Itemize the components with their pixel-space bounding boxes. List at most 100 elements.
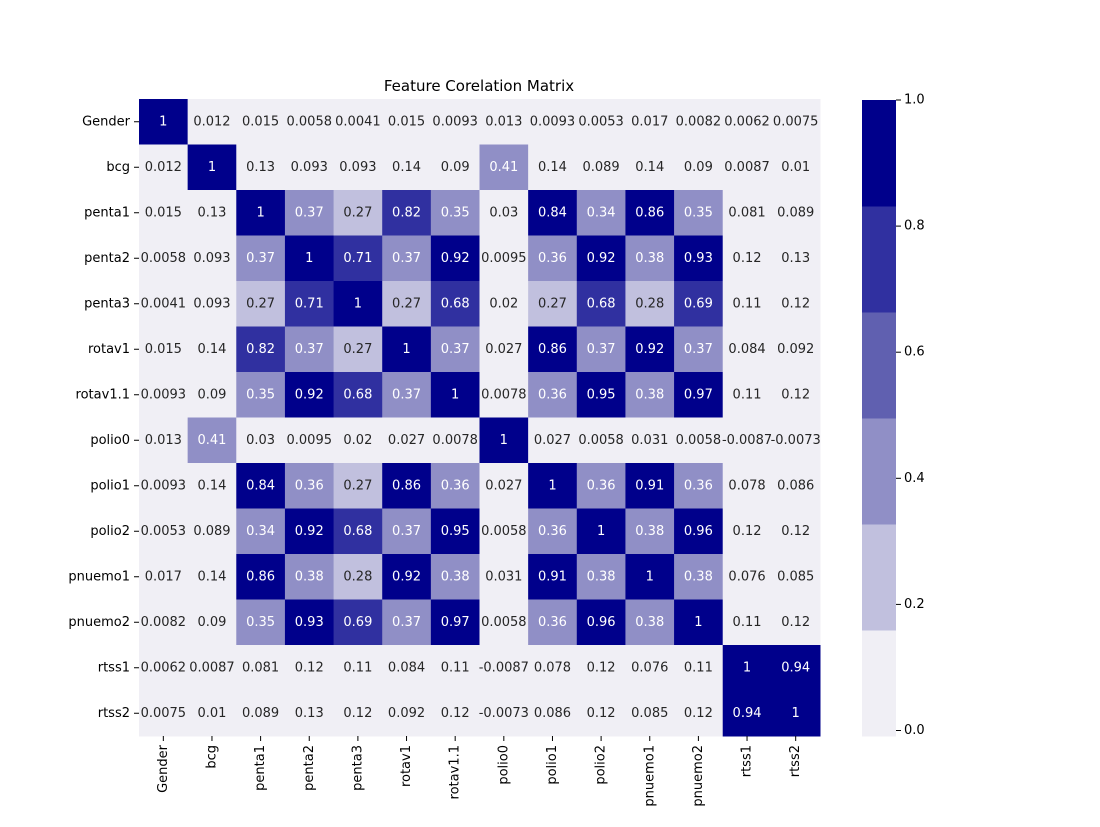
cell-value-label: 0.0093	[141, 478, 187, 493]
cell-value-label: 0.015	[242, 114, 279, 129]
cell-value-label: 0.03	[246, 433, 275, 448]
cell-value-label: 0.41	[197, 433, 226, 448]
cell-value-label: 0.12	[781, 387, 810, 402]
heatmap-cell	[430, 645, 480, 691]
heatmap-cell	[625, 144, 675, 191]
heatmap-cell	[528, 144, 578, 191]
heatmap-cell	[284, 645, 335, 691]
x-tick-label: rotav1.1	[448, 745, 463, 799]
cell-value-label: 0.37	[392, 251, 421, 266]
heatmap-cell	[722, 690, 772, 737]
cell-value-label: 0.71	[295, 296, 324, 311]
heatmap-cell	[187, 144, 237, 191]
heatmap-cell	[674, 554, 724, 600]
cell-value-label: 0.085	[631, 706, 668, 721]
heatmap-cell	[236, 281, 286, 327]
cell-value-label: 0.0082	[141, 615, 187, 630]
heatmap-cell	[625, 599, 675, 646]
heatmap-cell	[382, 417, 432, 464]
heatmap-cell	[284, 554, 335, 600]
heatmap-cell	[722, 235, 772, 282]
cell-value-label: 1	[743, 660, 751, 675]
cell-value-label: 0.015	[145, 342, 182, 357]
cell-value-label: 0.12	[343, 706, 372, 721]
heatmap-cell	[284, 372, 335, 418]
heatmap-cell	[722, 508, 772, 555]
heatmap-cell	[236, 144, 286, 191]
cell-value-label: 0.027	[534, 433, 571, 448]
cell-value-label: 0.13	[295, 706, 324, 721]
cell-value-label: 0.27	[343, 478, 372, 493]
cell-value-label: 0.12	[295, 660, 324, 675]
cell-value-label: 0.12	[587, 660, 616, 675]
colorbar-segment	[862, 524, 896, 631]
cell-value-label: 0.92	[587, 251, 616, 266]
heatmap-cell	[528, 326, 578, 373]
cell-value-label: 0.0095	[287, 433, 333, 448]
heatmap-cell	[625, 190, 675, 236]
heatmap-cell	[771, 190, 821, 236]
cell-value-label: 0.11	[441, 660, 470, 675]
heatmap-cell	[236, 372, 286, 418]
heatmap-cell	[236, 508, 286, 555]
heatmap-cell	[284, 599, 335, 646]
cell-value-label: 0.95	[441, 524, 470, 539]
cell-value-label: 0.12	[587, 706, 616, 721]
cell-value-label: 0.09	[684, 160, 713, 175]
heatmap-cell	[430, 554, 480, 600]
cell-value-label: 0.93	[295, 615, 324, 630]
cell-value-label: 0.94	[781, 660, 810, 675]
heatmap-cell	[284, 190, 335, 236]
heatmap-cell	[674, 417, 724, 464]
cell-value-label: 0.71	[343, 251, 372, 266]
heatmap-cell	[625, 281, 675, 327]
cell-value-label: 0.027	[485, 342, 522, 357]
heatmap-cell	[576, 190, 626, 236]
cell-value-label: 0.031	[485, 569, 522, 584]
heatmap-cell	[333, 645, 383, 691]
heatmap-cell	[674, 235, 724, 282]
heatmap-cell	[528, 463, 578, 509]
cell-value-label: 0.27	[246, 296, 275, 311]
cell-value-label: 0.09	[197, 615, 226, 630]
heatmap-cell	[187, 99, 237, 145]
cell-value-label: 0.68	[343, 387, 372, 402]
y-tick-label: pnuemo1	[68, 569, 130, 584]
heatmap-cell	[333, 463, 383, 509]
cell-value-label: 0.086	[534, 706, 571, 721]
heatmap-cell	[430, 326, 480, 373]
colorbar-tick-label: 0.0	[904, 723, 925, 738]
heatmap-cell	[139, 690, 189, 737]
cell-value-label: 0.68	[441, 296, 470, 311]
cell-value-label: 0.36	[538, 615, 567, 630]
y-tick-label: bcg	[106, 160, 130, 175]
heatmap-cell	[333, 417, 383, 464]
y-tick-label: pnuemo2	[68, 615, 130, 630]
colorbar-tick-label: 0.4	[904, 471, 925, 486]
cell-value-label: 0.92	[635, 342, 664, 357]
cell-value-label: 1	[305, 251, 313, 266]
cell-value-label: 0.012	[193, 114, 230, 129]
cell-value-label: 0.0058	[141, 251, 187, 266]
chart-title: Feature Corelation Matrix	[384, 77, 574, 95]
heatmap-cell	[139, 554, 189, 600]
cell-value-label: 0.0062	[141, 660, 187, 675]
cell-value-label: 0.089	[242, 706, 279, 721]
cell-value-label: 0.36	[441, 478, 470, 493]
heatmap-cell	[576, 326, 626, 373]
cell-value-label: 0.11	[343, 660, 372, 675]
heatmap-cell	[236, 235, 286, 282]
cell-value-label: 0.093	[291, 160, 328, 175]
heatmap-cell	[187, 281, 237, 327]
cell-value-label: 0.97	[684, 387, 713, 402]
heatmap-cell	[771, 144, 821, 191]
heatmap-cell	[187, 190, 237, 236]
cell-value-label: 1	[792, 706, 800, 721]
heatmap-cell	[625, 463, 675, 509]
cell-value-label: 0.38	[587, 569, 616, 584]
heatmap-cell	[430, 690, 480, 737]
heatmap-cell	[625, 645, 675, 691]
y-tick-label: penta1	[84, 205, 130, 220]
cell-value-label: 0.02	[489, 296, 518, 311]
cell-value-label: 0.34	[587, 205, 616, 220]
